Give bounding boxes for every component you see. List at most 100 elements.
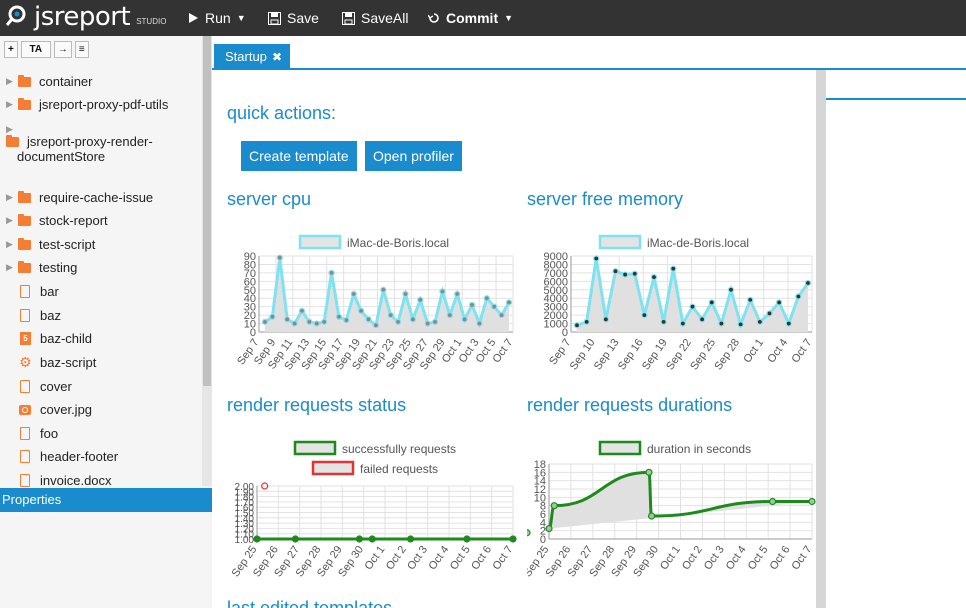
jsreport-logo-icon (5, 5, 30, 29)
data-point (550, 502, 558, 510)
tree-item-label: jsreport-proxy-render-documentStore (17, 134, 153, 164)
new-entity-button[interactable]: + (4, 41, 18, 58)
commit-button[interactable]: Commit ▼ (428, 0, 513, 36)
tree-item-jsreport-proxy-render-documentstore[interactable]: ▶ jsreport-proxy-render-documentStore (6, 120, 186, 164)
chevron-right-icon: ▶ (6, 239, 13, 249)
folder-icon (18, 213, 31, 226)
y-tick-label: 40 (244, 293, 256, 305)
folder-icon (18, 260, 31, 273)
tree-item-label: baz-script (40, 355, 97, 370)
x-tick-label: Oct 6 (469, 544, 494, 572)
data-point (699, 316, 706, 323)
x-tick-label: Oct 3 (405, 544, 430, 572)
run-button[interactable]: Run ▼ (188, 0, 246, 36)
tree-item-baz-script[interactable]: ⚙ baz-script (6, 355, 96, 370)
tree-item-cover-jpg[interactable]: cover.jpg (6, 402, 92, 417)
y-tick-label: 2 (540, 526, 546, 538)
data-point (718, 320, 725, 327)
tab-startup[interactable]: Startup ✖ (214, 44, 290, 70)
create-template-button[interactable]: Create template (241, 141, 357, 171)
pane-splitter[interactable] (816, 70, 826, 608)
navigate-button[interactable]: → (53, 41, 72, 58)
data-point (768, 497, 777, 506)
y-tick-label: 60 (244, 276, 256, 288)
data-point (261, 482, 269, 490)
scrollbar-thumb[interactable] (203, 36, 211, 386)
properties-header[interactable]: Properties (0, 488, 212, 512)
tree-item-container[interactable]: ▶ container (6, 74, 92, 89)
tree-toolbar: + TA → ≡ (4, 41, 89, 58)
saveall-button[interactable]: SaveAll (342, 0, 408, 36)
tree-item-foo[interactable]: foo (6, 426, 58, 441)
y-tick-label: 16 (534, 467, 546, 479)
tree-item-require-cache-issue[interactable]: ▶ require-cache-issue (6, 190, 153, 205)
data-point (291, 535, 300, 543)
chevron-right-icon: ▶ (6, 99, 13, 109)
open-profiler-button[interactable]: Open profiler (365, 141, 462, 171)
menu-button[interactable]: ≡ (74, 41, 89, 58)
data-point (747, 296, 754, 304)
tree-item-cover[interactable]: cover (6, 379, 72, 394)
data-point (343, 317, 350, 324)
y-tick-label: 1.20 (235, 524, 255, 535)
render-requests-durations-heading: render requests durations (527, 395, 733, 415)
tree-item-stock-report[interactable]: ▶ stock-report (6, 213, 108, 228)
tree-scrollbar[interactable] (202, 36, 212, 486)
y-tick-label: 8 (540, 501, 546, 513)
server-free-memory-heading: server free memory (527, 189, 684, 209)
folder-icon (6, 135, 19, 147)
legend-label: duration in seconds (647, 442, 751, 456)
y-tick-label: 20 (244, 310, 256, 322)
data-point (380, 286, 387, 293)
tree-item-testing[interactable]: ▶ testing (6, 260, 77, 275)
save-label: Save (287, 10, 319, 26)
tree-item-invoice-docx[interactable]: invoice.docx (6, 473, 112, 488)
history-icon (428, 12, 440, 24)
y-tick-label: 12 (534, 484, 546, 496)
data-point (454, 290, 461, 298)
y-tick-label: 1.00 (235, 535, 255, 546)
html-file-icon: 5 (20, 332, 31, 345)
y-tick-label: 9000 (544, 251, 568, 263)
data-point (407, 535, 415, 543)
data-point (372, 322, 380, 329)
x-tick-label: Oct 2 (680, 544, 705, 572)
tree-item-label: bar (40, 284, 59, 299)
data-point (708, 299, 715, 306)
data-point (498, 312, 505, 319)
data-point (670, 265, 677, 272)
y-tick-label: 1.90 (235, 487, 255, 498)
y-tick-label: 1.40 (235, 514, 255, 525)
tree-item-jsreport-proxy-pdf-utils[interactable]: ▶ jsreport-proxy-pdf-utils (6, 97, 168, 112)
tree-item-label: header-footer (40, 449, 119, 464)
filter-button[interactable]: TA (20, 41, 51, 58)
tree-item-header-footer[interactable]: header-footer (6, 449, 118, 464)
pdf-file-icon (20, 309, 30, 322)
data-point (660, 318, 667, 325)
chevron-right-icon: ▶ (6, 262, 13, 272)
data-point (313, 320, 320, 327)
data-point (355, 535, 363, 543)
data-point (527, 529, 531, 537)
logo-subtitle: STUDIO (136, 16, 167, 26)
y-tick-label: 1000 (544, 319, 568, 331)
tree-item-bar[interactable]: bar (6, 284, 59, 299)
legend-swatch (311, 460, 355, 476)
legend-swatch (598, 234, 642, 250)
close-icon[interactable]: ✖ (271, 50, 282, 64)
y-tick-label: 10 (244, 319, 256, 331)
save-button[interactable]: Save (268, 0, 319, 36)
data-point (446, 312, 453, 319)
data-point (306, 318, 313, 325)
data-point (766, 310, 773, 317)
y-tick-label: 1.50 (235, 509, 255, 520)
tree-item-baz-child[interactable]: 5 baz-child (6, 331, 92, 346)
data-point (269, 313, 276, 320)
tree-item-label: testing (39, 260, 78, 275)
y-tick-label: 18 (534, 459, 546, 471)
tree-item-baz[interactable]: baz (6, 308, 61, 323)
tree-item-test-script[interactable]: ▶ test-script (6, 237, 95, 252)
data-point (756, 318, 763, 325)
camera-icon (19, 404, 31, 415)
